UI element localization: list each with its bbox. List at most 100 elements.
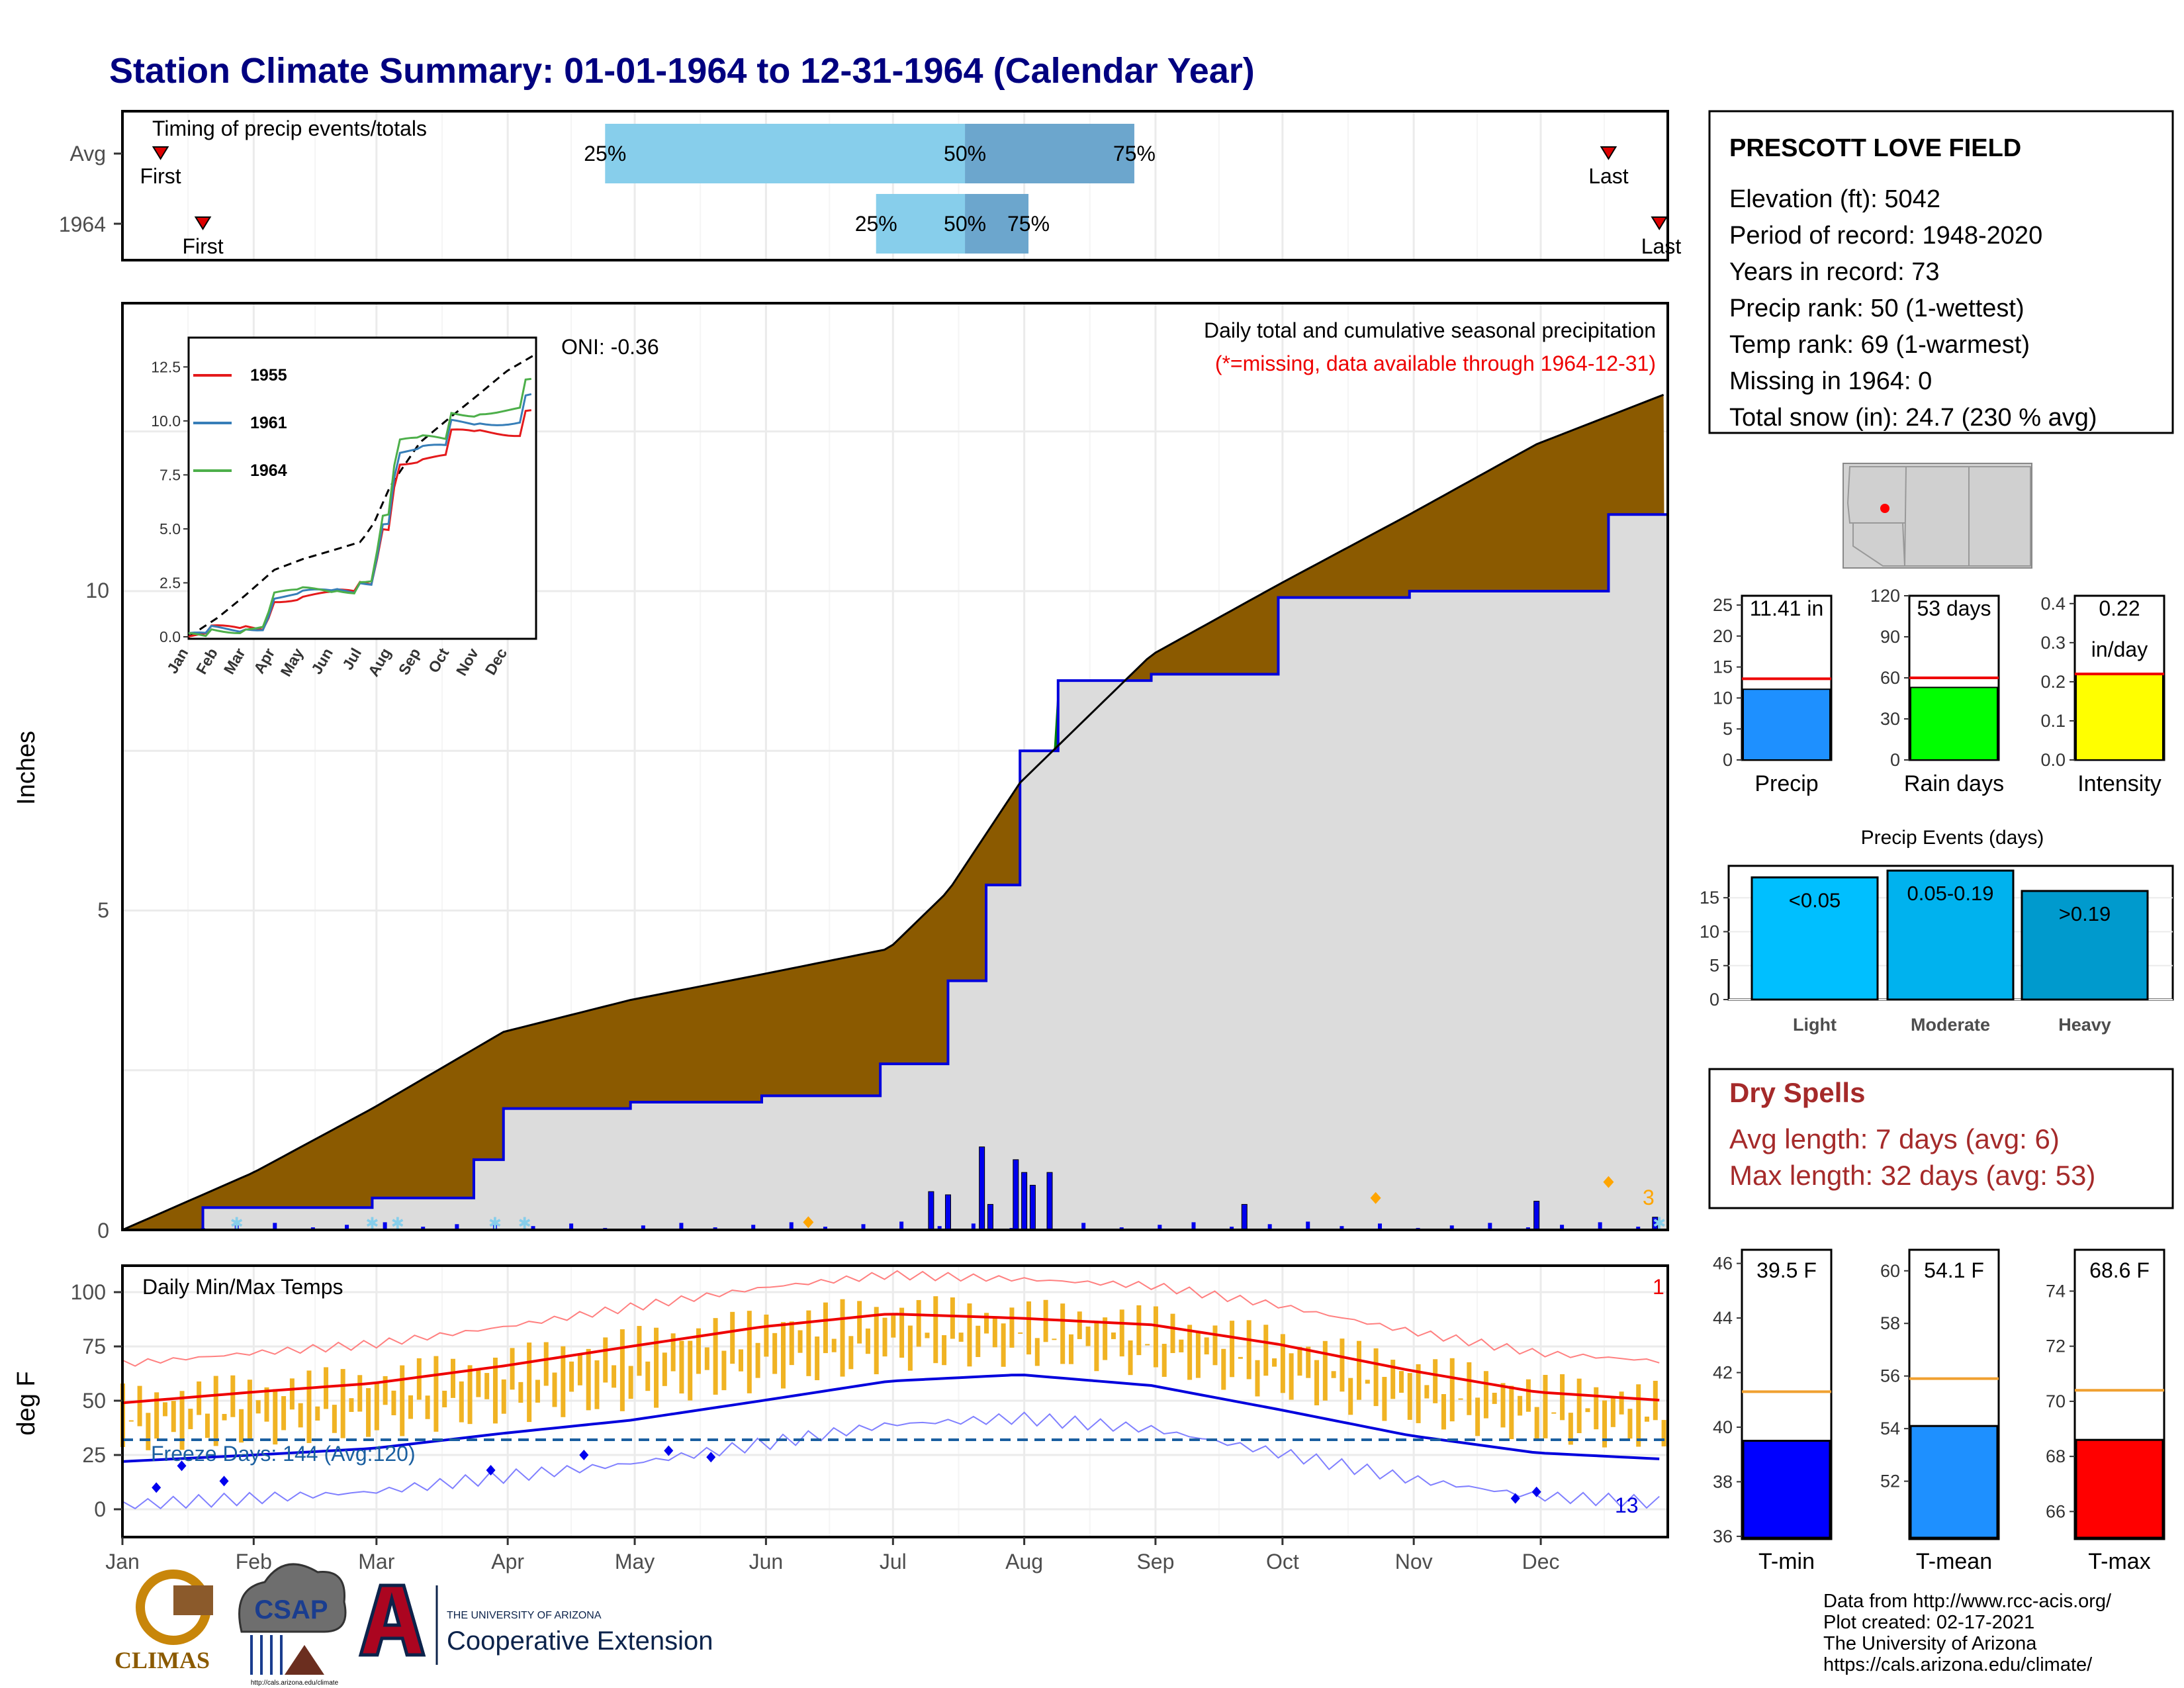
daily-temp-range-145 <box>730 1311 735 1364</box>
csap-url: http://cals.arizona.edu/climate <box>251 1679 339 1687</box>
daily-temp-range-227 <box>1077 1311 1082 1339</box>
daily-temp-range-291 <box>1348 1378 1353 1415</box>
daily-temp-range-123 <box>637 1326 642 1376</box>
timing-iqr-low-Avg <box>605 124 966 183</box>
daily-temp-range-151 <box>755 1342 760 1378</box>
month-label-Oct: Oct <box>1266 1550 1299 1573</box>
daily-precip-small-4 <box>345 1225 349 1230</box>
temp-content <box>120 1270 1668 1510</box>
daily-temp-range-149 <box>747 1311 752 1393</box>
map-state-nevada <box>1846 466 1907 524</box>
daily-temp-range-237 <box>1119 1309 1124 1357</box>
freeze-days-label: Freeze Days: 144 (Avg:120) <box>151 1442 416 1466</box>
daily-precip-small-37 <box>1560 1225 1565 1230</box>
daily-temp-range-327 <box>1500 1383 1506 1428</box>
month-label-May: May <box>615 1550 655 1573</box>
inset-ytick-0: 0.0 <box>159 628 181 645</box>
summary-tick-Rain days-1: 30 <box>1880 709 1900 729</box>
precip-subtitle: (*=missing, data available through 1964-… <box>1215 352 1656 375</box>
inset-ytick-1: 2.5 <box>159 574 181 591</box>
month-label-Nov: Nov <box>1395 1550 1433 1573</box>
daily-temp-range-279 <box>1297 1346 1302 1376</box>
dry-spells-frame <box>1708 1068 2174 1209</box>
temp-summary-tick-T-min-3: 42 <box>1713 1363 1733 1383</box>
daily-temp-range-129 <box>662 1352 667 1386</box>
daily-precip-bar-3 <box>987 1203 993 1231</box>
record-high-line <box>122 1270 1660 1367</box>
temp-panel: Daily Min/Max Temps Freeze Days: 144 (Av… <box>13 1264 1669 1573</box>
temp-ytick-0: 0 <box>94 1497 106 1521</box>
daily-temp-range-355 <box>1619 1391 1624 1415</box>
csap-cloud <box>238 1563 347 1633</box>
station-name: PRESCOTT LOVE FIELD <box>1729 134 2021 162</box>
events-tick-2: 10 <box>1700 921 1719 941</box>
daily-precip-small-28 <box>1230 1227 1234 1230</box>
daily-precip-small-1 <box>234 1225 239 1230</box>
daily-temp-range-159 <box>789 1321 794 1366</box>
daily-temp-range-59 <box>366 1387 371 1437</box>
temp-summary-tick-T-min-4: 44 <box>1713 1308 1733 1328</box>
daily-temp-range-161 <box>797 1330 803 1353</box>
timing-pct-1964-2: 75% <box>1007 212 1050 236</box>
daily-temp-range-39 <box>281 1396 287 1430</box>
daily-temp-range-101 <box>543 1342 549 1386</box>
daily-temp-range-21 <box>205 1413 210 1438</box>
daily-precip-small-12 <box>641 1225 645 1230</box>
daily-temp-range-65 <box>391 1390 396 1415</box>
month-label-Jan: Jan <box>105 1550 140 1573</box>
daily-temp-range-25 <box>222 1413 227 1421</box>
temp-summary-tick-T-mean-4: 60 <box>1880 1261 1900 1281</box>
daily-temp-range-33 <box>255 1400 261 1414</box>
daily-temp-range-351 <box>1602 1400 1608 1448</box>
daily-temp-range-361 <box>1645 1417 1650 1422</box>
daily-temp-range-169 <box>831 1338 837 1352</box>
timing-iqr-high-1964 <box>965 194 1029 254</box>
daily-temp-range-79 <box>450 1358 455 1398</box>
daily-precip-small-20 <box>937 1226 942 1230</box>
station-line-3: Years in record: 73 <box>1729 258 1940 286</box>
daily-precip-bar-2 <box>979 1147 985 1231</box>
daily-temp-range-141 <box>713 1318 718 1395</box>
station-line-4: Precip rank: 50 (1-wettest) <box>1729 295 2025 322</box>
daily-temp-range-71 <box>416 1358 422 1400</box>
daily-temp-range-13 <box>171 1401 176 1432</box>
heavy-event-marker-2 <box>1603 1176 1614 1188</box>
inset-ytick-5: 12.5 <box>151 358 181 375</box>
daily-temp-range-213 <box>1018 1332 1023 1334</box>
daily-precip-small-9 <box>531 1226 535 1230</box>
daily-precip-bar-9 <box>1533 1201 1540 1231</box>
observed-cumulative-line <box>122 500 1669 1231</box>
ua-small-text: THE UNIVERSITY OF ARIZONA <box>447 1610 602 1621</box>
daily-precip-small-21 <box>971 1223 976 1230</box>
daily-precip-small-10 <box>569 1223 574 1230</box>
daily-precip-bar-0 <box>928 1191 934 1231</box>
daily-temp-range-51 <box>332 1405 337 1433</box>
temp-summary-tick-T-min-0: 36 <box>1713 1526 1733 1546</box>
daily-temp-range-319 <box>1467 1362 1472 1415</box>
daily-temp-range-325 <box>1492 1392 1497 1404</box>
station-line-5: Temp rank: 69 (1-warmest) <box>1729 331 2030 359</box>
timing-row-avg-label: Avg <box>69 142 106 165</box>
daily-precip-small-32 <box>1377 1223 1382 1230</box>
daily-temp-range-3 <box>128 1420 134 1422</box>
record-cold-marker-2 <box>219 1476 229 1487</box>
temp-summary-tick-T-mean-1: 54 <box>1880 1419 1900 1438</box>
summary-tick-Precip-3: 15 <box>1713 657 1733 677</box>
ua-logo: THE UNIVERSITY OF ARIZONA Cooperative Ex… <box>358 1583 713 1665</box>
dry-spells-max: Max length: 32 days (avg: 53) <box>1729 1160 2095 1191</box>
daily-temp-range-175 <box>857 1301 862 1344</box>
temp-summary-tick-T-mean-0: 52 <box>1880 1472 1900 1491</box>
events-category-Moderate: Moderate <box>1911 1015 1990 1035</box>
temp-summary-bar-T-max <box>2075 1438 2164 1539</box>
events-category-Light: Light <box>1793 1015 1837 1035</box>
daily-temp-range-109 <box>577 1353 582 1385</box>
record-low-line <box>122 1411 1660 1510</box>
month-label-Jul: Jul <box>880 1550 907 1573</box>
timing-last-marker-Avg <box>1600 146 1617 160</box>
cold-day-count: 13 <box>1615 1493 1639 1517</box>
events-bar-Light <box>1751 876 1879 1001</box>
daily-temp-range-303 <box>1398 1371 1404 1393</box>
daily-temp-range-89 <box>492 1357 498 1424</box>
